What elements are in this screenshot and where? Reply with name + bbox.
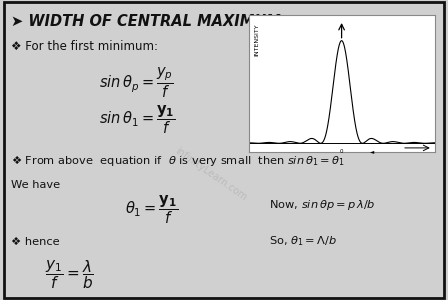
Text: $sin\,\theta_p = \dfrac{y_p}{f}$: $sin\,\theta_p = \dfrac{y_p}{f}$ (99, 65, 173, 100)
Text: We have: We have (11, 179, 60, 190)
Text: infinityLearn.com: infinityLearn.com (173, 146, 248, 202)
Text: Now, $sin\,\theta p = p\,\lambda/b$: Now, $sin\,\theta p = p\,\lambda/b$ (269, 199, 375, 212)
Text: $\dfrac{y_1}{f} = \dfrac{\lambda}{b}$: $\dfrac{y_1}{f} = \dfrac{\lambda}{b}$ (45, 258, 94, 291)
Text: $sin\,\theta_1 = \dfrac{\mathbf{y_1}}{f}$: $sin\,\theta_1 = \dfrac{\mathbf{y_1}}{f}… (99, 104, 175, 136)
Text: ➤ WIDTH OF CENTRAL MAXIMUM: ➤ WIDTH OF CENTRAL MAXIMUM (11, 14, 281, 28)
Text: ◄: ◄ (370, 149, 375, 154)
Text: INTENSITY: INTENSITY (254, 23, 259, 56)
Text: ❖ For the first minimum:: ❖ For the first minimum: (11, 40, 158, 53)
Text: $\theta_1 = \dfrac{\mathbf{y_1}}{f}$: $\theta_1 = \dfrac{\mathbf{y_1}}{f}$ (125, 194, 179, 226)
Text: 0: 0 (340, 149, 343, 154)
Text: ❖ From above  equation if  $\theta$ is very small  then $sin\,\theta_1 = \theta_: ❖ From above equation if $\theta$ is ver… (11, 153, 345, 168)
Text: So, $\theta_1 = \Lambda/b$: So, $\theta_1 = \Lambda/b$ (269, 235, 337, 248)
Text: ❖ hence: ❖ hence (11, 236, 60, 247)
